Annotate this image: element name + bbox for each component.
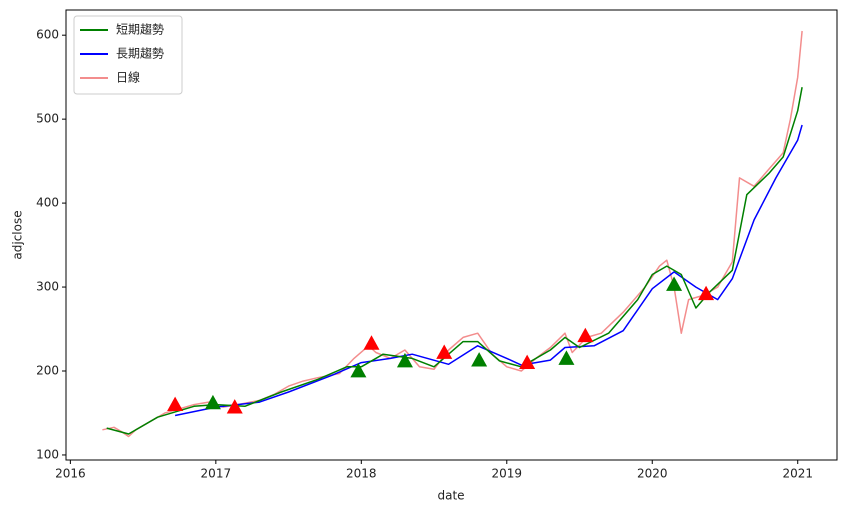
x-tick-label: 2020: [637, 467, 668, 481]
x-axis-label: date: [437, 489, 464, 503]
x-tick-label: 2019: [492, 467, 523, 481]
triangle-marker: [577, 327, 594, 343]
y-tick-label: 400: [36, 196, 59, 210]
triangle-marker: [167, 396, 184, 411]
triangle-marker: [436, 344, 453, 359]
y-tick-label: 600: [36, 28, 59, 42]
triangle-marker: [558, 350, 575, 365]
x-tick-label: 2016: [55, 467, 86, 481]
x-tick-label: 2017: [201, 467, 232, 481]
triangle-marker: [204, 394, 221, 410]
y-tick-label: 100: [36, 447, 59, 461]
triangle-marker: [350, 363, 367, 378]
triangle-marker: [396, 352, 413, 368]
x-tick-label: 2021: [782, 467, 813, 481]
triangle-marker: [666, 276, 683, 291]
triangle-marker: [363, 335, 380, 350]
triangle-marker: [698, 285, 715, 301]
legend-label: 日線: [116, 70, 140, 85]
series-line: [174, 124, 803, 417]
triangle-marker: [471, 352, 488, 367]
x-tick-label: 2018: [346, 467, 377, 481]
plot-frame: [65, 9, 838, 461]
legend-label: 長期趨勢: [116, 46, 164, 61]
y-tick-label: 500: [36, 112, 59, 126]
y-tick-label: 200: [36, 364, 59, 378]
y-tick-label: 300: [36, 280, 59, 294]
triangle-marker: [226, 399, 243, 414]
triangle-marker: [519, 354, 536, 370]
y-axis-label: adjclose: [11, 210, 25, 259]
legend-label: 短期趨勢: [116, 22, 164, 37]
legend-box: [73, 15, 183, 95]
